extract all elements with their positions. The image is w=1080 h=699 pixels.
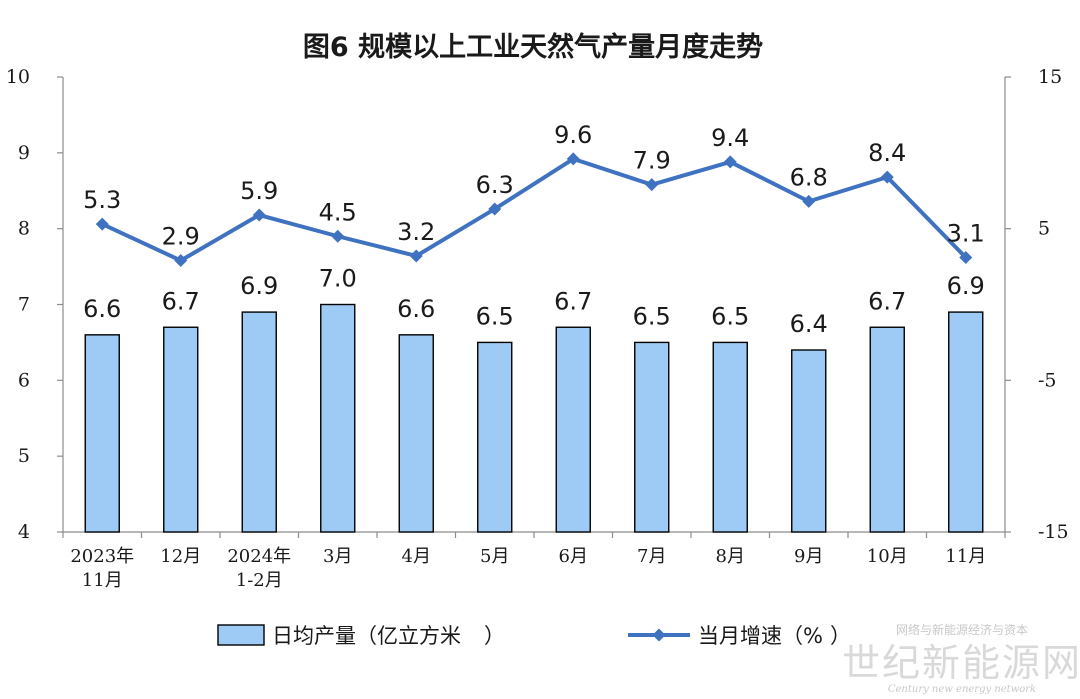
x-tick-label: 6月 <box>559 546 588 567</box>
watermark-english: Century new energy network <box>888 684 1036 695</box>
bar-value-label: 6.6 <box>83 295 121 323</box>
growth-point <box>174 254 188 268</box>
bar-value-label: 6.7 <box>868 287 906 315</box>
legend-bar-label: 日均产量（亿立方米 <box>272 624 461 648</box>
x-tick-label: 1-2月 <box>236 570 283 591</box>
x-tick-label: 2024年 <box>227 546 291 567</box>
growth-value-label: 3.1 <box>947 219 985 247</box>
bar <box>320 303 356 533</box>
bar-value-label: 6.5 <box>633 302 671 330</box>
growth-value-label: 4.5 <box>319 198 357 226</box>
right-tick-label: -5 <box>1038 369 1057 391</box>
bar <box>948 311 984 533</box>
growth-point <box>566 152 580 166</box>
x-tick-label: 12月 <box>160 546 201 567</box>
right-tick-label: -15 <box>1038 521 1069 543</box>
bar <box>241 311 277 533</box>
x-tick-label: 9月 <box>794 546 823 567</box>
legend-line-label: 当月增速（% <box>698 624 823 648</box>
growth-point <box>95 217 109 231</box>
growth-point <box>723 155 737 169</box>
left-tick-label: 6 <box>18 369 30 391</box>
bar-value-label: 6.4 <box>790 310 828 338</box>
growth-point <box>488 202 502 216</box>
left-tick-label: 10 <box>6 66 30 88</box>
right-tick-label: 5 <box>1038 218 1050 240</box>
legend-bar-label-close: ） <box>484 624 505 648</box>
bar-value-label: 6.9 <box>947 272 985 300</box>
legend-line-label-close: ） <box>830 624 851 648</box>
growth-value-label: 2.9 <box>162 223 200 251</box>
left-tick-label: 5 <box>18 445 30 467</box>
plot-area: 4 5 6 7 8 9 10 -15 -5 5 15 2023年 11月 12月 2024年 1-2月 3月 4月… <box>6 66 1069 591</box>
bar-value-label: 6.9 <box>240 272 278 300</box>
growth-value-label: 6.3 <box>476 171 514 199</box>
x-tick-label: 5月 <box>480 546 509 567</box>
legend-bar-swatch <box>217 624 265 646</box>
growth-value-label: 6.8 <box>790 163 828 191</box>
x-tick-label: 11月 <box>945 546 986 567</box>
right-tick-label: 15 <box>1038 66 1062 88</box>
x-tick-label: 4月 <box>402 546 431 567</box>
bar <box>869 326 905 533</box>
left-tick-label: 4 <box>18 521 30 543</box>
growth-point <box>959 250 973 264</box>
left-tick-label: 7 <box>18 294 30 316</box>
bar-value-label: 7.0 <box>319 265 357 293</box>
growth-value-label: 9.6 <box>554 121 592 149</box>
chart-title: 图6 规模以上工业天然气产量月度走势 <box>303 31 763 63</box>
growth-value-label: 9.4 <box>711 124 749 152</box>
watermark: 网络与新能源经济与资本 世纪新能源网 Century new energy ne… <box>842 622 1080 695</box>
bar <box>555 326 591 533</box>
legend: 日均产量（亿立方米 ） 当月增速（% ） <box>217 624 851 648</box>
growth-value-label: 5.3 <box>83 186 121 214</box>
growth-point <box>645 178 659 192</box>
watermark-tagline: 网络与新能源经济与资本 <box>896 622 1028 637</box>
bar <box>477 341 513 533</box>
x-tick-label: 7月 <box>637 546 666 567</box>
bar <box>634 341 670 533</box>
bar <box>398 334 434 533</box>
bar <box>163 326 199 533</box>
x-tick-label: 3月 <box>323 546 352 567</box>
bar <box>791 349 827 533</box>
x-tick-label: 8月 <box>716 546 745 567</box>
bar-value-label: 6.7 <box>554 287 592 315</box>
bar-value-label: 6.5 <box>711 302 749 330</box>
left-tick-label: 8 <box>18 218 30 240</box>
bar <box>84 334 120 533</box>
growth-point <box>331 229 345 243</box>
legend-line-marker <box>652 628 666 642</box>
growth-value-label: 3.2 <box>397 218 435 246</box>
growth-value-label: 7.9 <box>633 147 671 175</box>
bar <box>712 341 748 533</box>
growth-value-label: 5.9 <box>240 177 278 205</box>
bar-value-label: 6.5 <box>476 302 514 330</box>
growth-point <box>409 249 423 263</box>
growth-point <box>252 208 266 222</box>
watermark-main: 世纪新能源网 <box>842 641 1080 685</box>
growth-line <box>101 156 968 263</box>
bar-value-label: 6.6 <box>397 295 435 323</box>
growth-point <box>880 170 894 184</box>
growth-point <box>802 194 816 208</box>
bar-value-label: 6.7 <box>162 287 200 315</box>
growth-value-label: 8.4 <box>868 139 906 167</box>
left-tick-label: 9 <box>18 142 30 164</box>
x-tick-label: 11月 <box>82 570 123 591</box>
x-tick-label: 10月 <box>867 546 908 567</box>
x-tick-label: 2023年 <box>70 546 134 567</box>
